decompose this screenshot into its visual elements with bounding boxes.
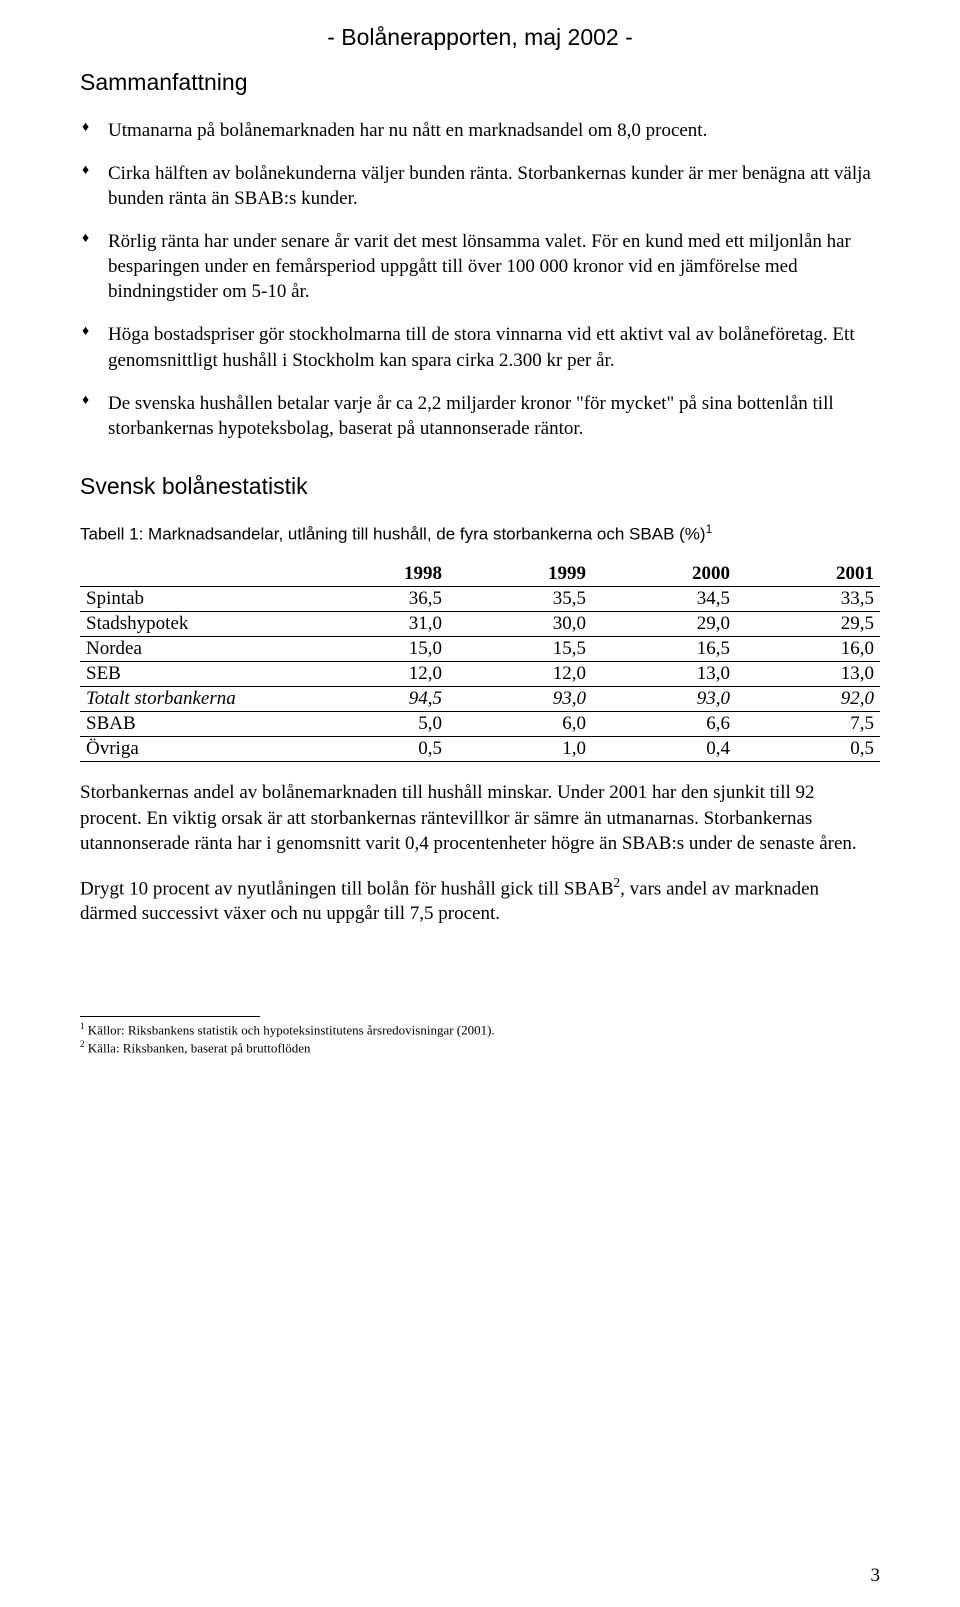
table-cell-value: 29,0 xyxy=(592,612,736,637)
summary-bullet-list: Utmanarna på bolånemarknaden har nu nått… xyxy=(80,118,880,441)
table-cell-value: 30,0 xyxy=(448,612,592,637)
table-cell-value: 36,5 xyxy=(304,587,448,612)
table-caption-footnote-marker: 1 xyxy=(706,522,713,536)
table-caption: Tabell 1: Marknadsandelar, utlåning till… xyxy=(80,522,880,545)
summary-bullet: De svenska hushållen betalar varje år ca… xyxy=(108,391,880,441)
footnote-separator xyxy=(80,1016,260,1017)
table-cell-value: 6,0 xyxy=(448,712,592,737)
table-cell-label: SBAB xyxy=(80,712,304,737)
table-cell-label: Nordea xyxy=(80,637,304,662)
table-cell-value: 5,0 xyxy=(304,712,448,737)
table-cell-value: 93,0 xyxy=(448,687,592,712)
page-number: 3 xyxy=(871,1565,881,1587)
footnote-text: Källor: Riksbankens statistik och hypote… xyxy=(85,1022,495,1037)
table-cell-value: 12,0 xyxy=(448,662,592,687)
table-cell-value: 0,5 xyxy=(304,737,448,762)
table-cell-value: 0,4 xyxy=(592,737,736,762)
table-cell-label: Totalt storbankerna xyxy=(80,687,304,712)
table-cell-label: Övriga xyxy=(80,737,304,762)
table-cell-label: Spintab xyxy=(80,587,304,612)
table-cell-value: 31,0 xyxy=(304,612,448,637)
table-cell-value: 92,0 xyxy=(736,687,880,712)
table-cell-value: 15,5 xyxy=(448,637,592,662)
table-cell-label: Stadshypotek xyxy=(80,612,304,637)
table-cell-value: 16,5 xyxy=(592,637,736,662)
stats-paragraph: Storbankernas andel av bolånemarknaden t… xyxy=(80,780,880,855)
table-cell-value: 29,5 xyxy=(736,612,880,637)
table-cell-value: 13,0 xyxy=(592,662,736,687)
table-caption-text: Tabell 1: Marknadsandelar, utlåning till… xyxy=(80,524,706,543)
stats-paragraph: Drygt 10 procent av nyutlåningen till bo… xyxy=(80,874,880,926)
table-row: Övriga0,51,00,40,5 xyxy=(80,737,880,762)
table-cell-value: 33,5 xyxy=(736,587,880,612)
summary-bullet: Höga bostadspriser gör stockholmarna til… xyxy=(108,322,880,372)
table-col-header xyxy=(80,562,304,587)
table-row: Nordea15,015,516,516,0 xyxy=(80,637,880,662)
footnote: 1 Källor: Riksbankens statistik och hypo… xyxy=(80,1021,880,1039)
stats-paragraph-text: Drygt 10 procent av nyutlåningen till bo… xyxy=(80,878,614,899)
table-cell-value: 6,6 xyxy=(592,712,736,737)
table-header-row: 1998 1999 2000 2001 xyxy=(80,562,880,587)
page: - Bolånerapporten, maj 2002 - Sammanfatt… xyxy=(40,0,920,1607)
table-cell-value: 16,0 xyxy=(736,637,880,662)
table-row: SEB12,012,013,013,0 xyxy=(80,662,880,687)
table-cell-value: 1,0 xyxy=(448,737,592,762)
table-col-header: 2000 xyxy=(592,562,736,587)
table-col-header: 1999 xyxy=(448,562,592,587)
footnote-text: Källa: Riksbanken, baserat på bruttoflöd… xyxy=(85,1041,311,1056)
table-cell-label: SEB xyxy=(80,662,304,687)
summary-bullet: Cirka hälften av bolånekunderna väljer b… xyxy=(108,161,880,211)
summary-heading: Sammanfattning xyxy=(80,69,880,96)
table-cell-value: 34,5 xyxy=(592,587,736,612)
table-row: Totalt storbankerna94,593,093,092,0 xyxy=(80,687,880,712)
table-col-header: 1998 xyxy=(304,562,448,587)
table-col-header: 2001 xyxy=(736,562,880,587)
table-cell-value: 15,0 xyxy=(304,637,448,662)
stats-heading: Svensk bolånestatistik xyxy=(80,473,880,500)
table-cell-value: 7,5 xyxy=(736,712,880,737)
footnote: 2 Källa: Riksbanken, baserat på bruttofl… xyxy=(80,1039,880,1057)
table-cell-value: 13,0 xyxy=(736,662,880,687)
table-cell-value: 35,5 xyxy=(448,587,592,612)
market-share-table: 1998 1999 2000 2001 Spintab36,535,534,53… xyxy=(80,562,880,762)
table-cell-value: 93,0 xyxy=(592,687,736,712)
summary-bullet: Rörlig ränta har under senare år varit d… xyxy=(108,229,880,304)
table-row: Stadshypotek31,030,029,029,5 xyxy=(80,612,880,637)
table-row: SBAB5,06,06,67,5 xyxy=(80,712,880,737)
summary-bullet: Utmanarna på bolånemarknaden har nu nått… xyxy=(108,118,880,143)
report-title: - Bolånerapporten, maj 2002 - xyxy=(80,24,880,51)
table-cell-value: 94,5 xyxy=(304,687,448,712)
table-row: Spintab36,535,534,533,5 xyxy=(80,587,880,612)
table-cell-value: 0,5 xyxy=(736,737,880,762)
table-cell-value: 12,0 xyxy=(304,662,448,687)
